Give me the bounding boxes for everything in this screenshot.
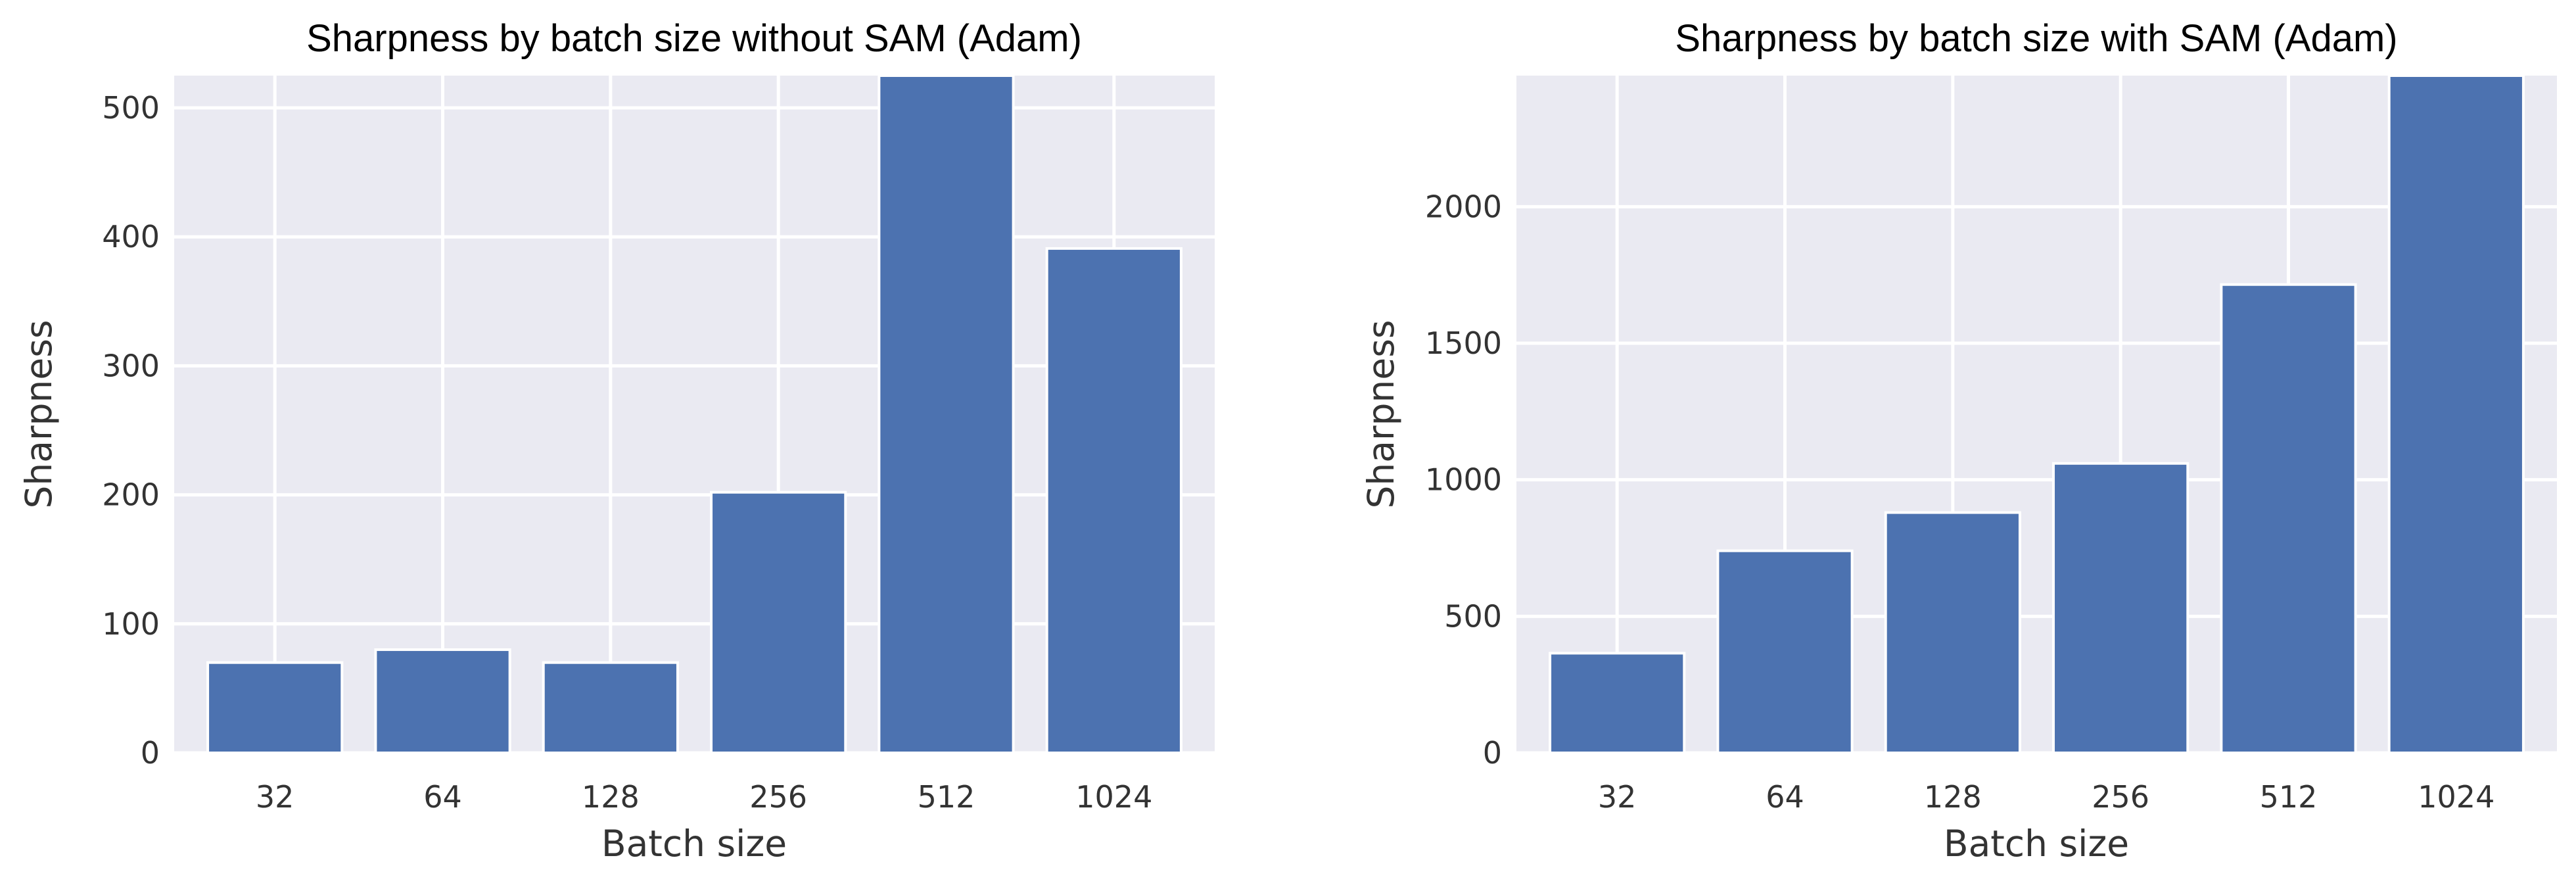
plot-area-left — [174, 76, 1215, 753]
grid-right — [1516, 76, 2557, 755]
bar-1024 — [2387, 74, 2525, 754]
chart-right: 0 500 1000 1500 2000 32 64 128 256 512 1024 Sharp… — [1360, 17, 2557, 865]
bar-512 — [878, 74, 1015, 754]
bar-32 — [1549, 652, 1686, 755]
x-axis-label-right: Batch size — [1944, 823, 2129, 865]
bar-128 — [1884, 511, 2021, 754]
y-axis-label-right: Sharpness — [1360, 320, 1402, 508]
y-tick-label: 100 — [102, 606, 160, 642]
x-tick-label: 32 — [1598, 779, 1637, 815]
bars-right — [1549, 74, 2525, 755]
x-tick-label: 1024 — [2418, 779, 2494, 815]
bar-64 — [374, 648, 511, 754]
y-tick-label: 2000 — [1425, 189, 1502, 224]
y-tick-label: 500 — [1444, 598, 1502, 634]
chart-title-right: Sharpness by batch size with SAM (Adam) — [1675, 17, 2397, 60]
chart-left: 0 100 200 300 400 500 32 64 128 256 512 1024 Sharp… — [18, 17, 1215, 865]
plot-area-right — [1516, 76, 2557, 753]
x-ticks-left: 32 64 128 256 512 1024 — [256, 779, 1152, 815]
x-tick-label: 64 — [1766, 779, 1804, 815]
y-tick-label: 500 — [102, 90, 160, 126]
bars-left — [206, 74, 1183, 755]
x-ticks-right: 32 64 128 256 512 1024 — [1598, 779, 2494, 815]
bar-1024 — [1045, 247, 1183, 754]
chart-title-left: Sharpness by batch size without SAM (Ada… — [306, 17, 1082, 60]
x-tick-label: 128 — [582, 779, 640, 815]
bar-256 — [2052, 462, 2190, 754]
y-tick-label: 1500 — [1425, 325, 1502, 361]
x-tick-label: 32 — [256, 779, 294, 815]
x-tick-label: 64 — [423, 779, 462, 815]
bar-32 — [206, 661, 344, 755]
x-tick-label: 128 — [1924, 779, 1982, 815]
x-tick-label: 256 — [2092, 779, 2149, 815]
y-axis-label-left: Sharpness — [18, 320, 60, 508]
x-axis-label-left: Batch size — [601, 823, 787, 865]
y-tick-label: 400 — [102, 219, 160, 254]
bar-512 — [2220, 283, 2357, 754]
x-tick-label: 512 — [918, 779, 975, 815]
y-tick-label: 0 — [1483, 735, 1502, 771]
x-tick-label: 512 — [2260, 779, 2318, 815]
y-tick-label: 0 — [141, 735, 160, 771]
y-tick-label: 300 — [102, 348, 160, 383]
bar-256 — [710, 491, 847, 754]
y-ticks-left: 0 100 200 300 400 500 — [102, 90, 160, 771]
y-tick-label: 200 — [102, 477, 160, 513]
bar-64 — [1716, 549, 1854, 755]
x-tick-label: 1024 — [1075, 779, 1152, 815]
y-tick-label: 1000 — [1425, 462, 1502, 498]
bar-128 — [542, 661, 679, 755]
x-tick-label: 256 — [749, 779, 807, 815]
y-ticks-right: 0 500 1000 1500 2000 — [1425, 189, 1502, 771]
